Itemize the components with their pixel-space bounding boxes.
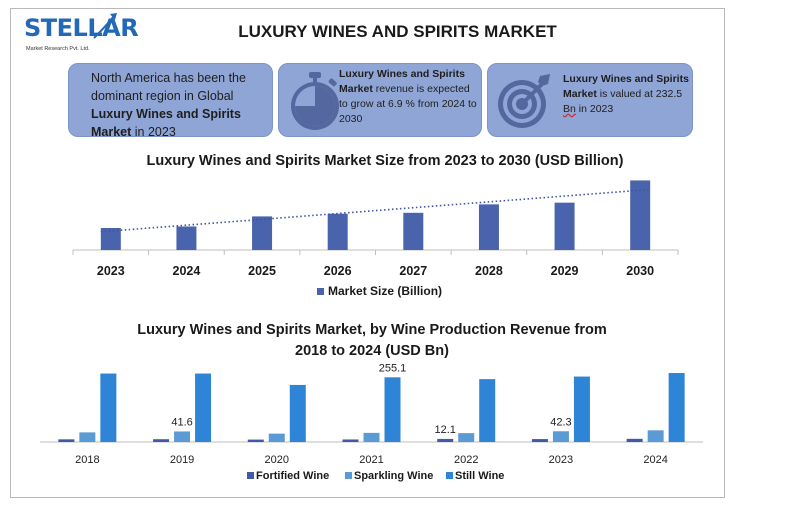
chart2-bar-2023-fortified-wine bbox=[531, 439, 548, 442]
chart2-legend-swatch-3 bbox=[446, 472, 453, 479]
info-card-region: North America has been the dominant regi… bbox=[68, 63, 273, 139]
chart2-bar-2020-sparkling-wine bbox=[268, 433, 285, 442]
chart1-legend-swatch bbox=[317, 288, 324, 295]
chart2-bar-2018-sparkling-wine bbox=[79, 432, 96, 442]
card2-text: Luxury Wines and Spirits Market revenue … bbox=[339, 67, 479, 127]
chart2-x-label-2019: 2019 bbox=[170, 454, 194, 466]
chart2-data-label: 255.1 bbox=[379, 362, 407, 374]
chart2-bar-2022-still-wine bbox=[479, 379, 496, 442]
chart1-bar-2025 bbox=[252, 216, 273, 250]
chart2-title-line1: Luxury Wines and Spirits Market, by Wine… bbox=[137, 322, 606, 338]
chart2-bar-2018-fortified-wine bbox=[58, 439, 75, 442]
chart2-bar-2021-sparkling-wine bbox=[363, 432, 380, 442]
chart2-legend-swatch-1 bbox=[247, 472, 254, 479]
card3-text-bold: Luxury Wines and Spirits Market bbox=[563, 73, 689, 100]
chart2-bar-2024-fortified-wine bbox=[626, 438, 643, 442]
chart2-data-label: 42.3 bbox=[550, 416, 571, 428]
target-icon bbox=[498, 74, 550, 128]
chart1-x-label-2028: 2028 bbox=[475, 264, 503, 278]
logo-arrow-icon bbox=[93, 13, 117, 39]
chart2-bar-2018-still-wine bbox=[100, 373, 117, 442]
chart2-x-label-2023: 2023 bbox=[549, 454, 573, 466]
chart1-x-label-2030: 2030 bbox=[626, 264, 654, 278]
chart1-legend-label: Market Size (Billion) bbox=[328, 284, 442, 298]
card2-text-bold: Luxury Wines and Spirits Market bbox=[339, 68, 465, 95]
info-card-growth: Luxury Wines and Spirits Market revenue … bbox=[278, 63, 482, 137]
card2-text-post: revenue is expected to grow at 6.9 % fro… bbox=[339, 83, 477, 125]
card3-text-mid: is valued at 232.5 bbox=[596, 88, 683, 100]
card1-text-bold: Luxury Wines and Spirits Market bbox=[91, 107, 241, 139]
chart2-bar-2023-still-wine bbox=[573, 376, 590, 442]
chart2-legend-label-1: Fortified Wine bbox=[256, 470, 329, 482]
chart2-bar-2024-still-wine bbox=[668, 373, 685, 442]
chart1-title: Luxury Wines and Spirits Market Size fro… bbox=[147, 153, 624, 169]
chart2-x-label-2020: 2020 bbox=[265, 454, 289, 466]
chart2-legend-swatch-2 bbox=[345, 472, 352, 479]
chart1-bar-2023 bbox=[100, 227, 121, 250]
chart1-bar-2028 bbox=[478, 204, 499, 250]
chart2-bar-2023-sparkling-wine bbox=[552, 431, 569, 442]
chart2-legend-label-2: Sparkling Wine bbox=[354, 470, 433, 482]
chart1-x-label-2025: 2025 bbox=[248, 264, 276, 278]
logo-subtext: Market Research Pvt. Ltd. bbox=[26, 46, 90, 52]
chart2-title-line2: 2018 to 2024 (USD Bn) bbox=[295, 343, 449, 359]
logo-text: STELLAR bbox=[24, 14, 139, 42]
chart1-bar-2029 bbox=[554, 202, 575, 250]
chart1-bar-2026 bbox=[327, 213, 348, 250]
chart2-x-label-2022: 2022 bbox=[454, 454, 478, 466]
wine-production-chart: Luxury Wines and Spirits Market, by Wine… bbox=[40, 322, 703, 482]
chart2-bar-2019-still-wine bbox=[195, 373, 212, 442]
chart2-x-label-2018: 2018 bbox=[75, 454, 99, 466]
stopwatch-icon bbox=[291, 72, 339, 130]
chart1-x-label-2027: 2027 bbox=[399, 264, 427, 278]
info-card-value: Luxury Wines and Spirits Market is value… bbox=[487, 63, 693, 137]
chart2-bar-2019-sparkling-wine bbox=[174, 431, 191, 442]
chart2-bar-2022-fortified-wine bbox=[437, 438, 454, 442]
page-title: LUXURY WINES AND SPIRITS MARKET bbox=[238, 22, 557, 41]
chart2-bar-2022-sparkling-wine bbox=[458, 433, 475, 442]
chart2-bar-2021-still-wine bbox=[384, 377, 401, 442]
chart1-x-label-2023: 2023 bbox=[97, 264, 125, 278]
chart1-bar-2024 bbox=[176, 226, 197, 250]
chart2-data-label: 12.1 bbox=[435, 424, 456, 436]
chart2-data-label: 41.6 bbox=[171, 416, 192, 428]
chart2-bar-2020-fortified-wine bbox=[247, 439, 264, 442]
card1-text-pre: North America has been the dominant regi… bbox=[91, 71, 246, 103]
chart2-bar-2021-fortified-wine bbox=[342, 439, 359, 442]
chart2-bar-2024-sparkling-wine bbox=[647, 430, 664, 442]
chart1-bar-2027 bbox=[403, 212, 424, 250]
chart1-bar-2030 bbox=[630, 180, 651, 250]
chart1-x-label-2029: 2029 bbox=[551, 264, 579, 278]
chart2-bar-2020-still-wine bbox=[289, 384, 306, 442]
card1-text-post: in 2023 bbox=[131, 125, 176, 139]
chart2-x-label-2021: 2021 bbox=[359, 454, 383, 466]
card3-text-unit: Bn bbox=[563, 103, 576, 115]
chart1-x-label-2024: 2024 bbox=[173, 264, 201, 278]
chart1-x-label-2026: 2026 bbox=[324, 264, 352, 278]
card3-text: Luxury Wines and Spirits Market is value… bbox=[563, 72, 691, 117]
chart2-bar-2019-fortified-wine bbox=[153, 439, 170, 442]
market-size-chart: Luxury Wines and Spirits Market Size fro… bbox=[72, 153, 679, 298]
card3-text-post: in 2023 bbox=[575, 103, 614, 115]
chart2-legend-label-3: Still Wine bbox=[455, 470, 504, 482]
chart2-x-label-2024: 2024 bbox=[643, 454, 667, 466]
company-logo: STELLAR Market Research Pvt. Ltd. bbox=[24, 12, 139, 60]
